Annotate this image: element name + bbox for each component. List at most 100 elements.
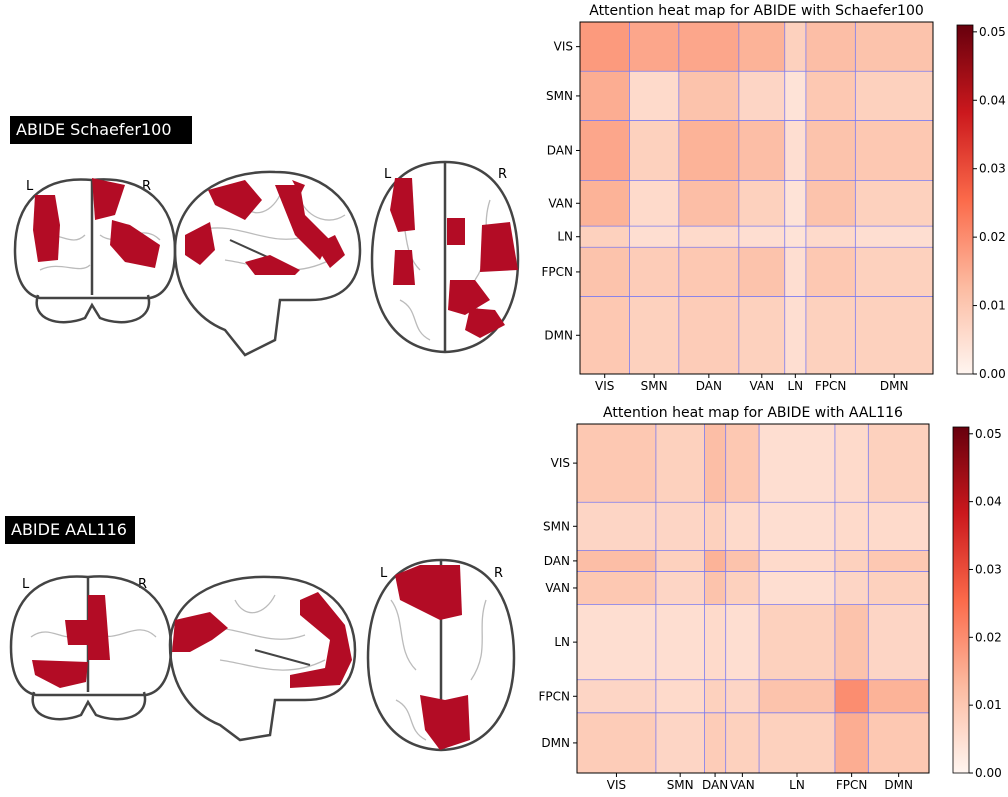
y-tick-label: SMN	[546, 89, 573, 103]
heat-cell	[704, 424, 725, 502]
heat-cell	[868, 571, 929, 604]
heat-cell	[704, 502, 725, 550]
heat-cell	[855, 180, 933, 226]
sagittal-view	[175, 172, 360, 355]
x-tick-label: DAN	[696, 379, 722, 393]
y-tick-label: VAN	[545, 581, 570, 595]
heat-cell	[806, 121, 855, 181]
x-tick-label: DMN	[880, 379, 909, 393]
heat-cell	[739, 297, 785, 374]
heat-cell	[759, 605, 835, 680]
heat-cell	[855, 71, 933, 120]
heat-cell	[704, 550, 725, 571]
heat-cell	[806, 226, 855, 247]
chart-title: Attention heat map for ABIDE with AAL116	[603, 405, 903, 421]
heat-cell	[704, 680, 725, 713]
heat-cell	[726, 713, 759, 773]
coronal-view	[11, 576, 171, 719]
heat-cell	[806, 180, 855, 226]
heat-cell	[806, 247, 855, 296]
heat-cell	[580, 297, 629, 374]
heat-cell	[704, 605, 725, 680]
panel-label: ABIDE AAL116	[11, 520, 127, 539]
heat-cell	[577, 571, 656, 604]
heat-cell	[785, 297, 806, 374]
heat-cell	[855, 226, 933, 247]
heat-cell	[577, 680, 656, 713]
heat-cell	[806, 297, 855, 374]
brain-panel: ABIDE AAL116 L R L R	[5, 516, 514, 750]
heat-cell	[785, 22, 806, 71]
heat-cell	[656, 680, 705, 713]
y-tick-label: VIS	[554, 40, 573, 54]
heat-cell	[679, 121, 739, 181]
heat-cell	[577, 424, 656, 502]
x-tick-label: DMN	[884, 778, 913, 792]
heat-cell	[855, 247, 933, 296]
heat-cell	[629, 121, 678, 181]
colorbar-tick-label: 0.03	[979, 162, 1006, 176]
heat-cell	[785, 180, 806, 226]
colorbar-tick-label: 0.03	[975, 562, 1002, 576]
heat-cell	[726, 424, 759, 502]
heat-cell	[759, 680, 835, 713]
y-tick-label: DAN	[544, 554, 570, 568]
orientation-label: L	[22, 577, 30, 592]
heat-cell	[835, 680, 868, 713]
heat-cell	[785, 226, 806, 247]
heat-cell	[726, 571, 759, 604]
heat-cell	[759, 571, 835, 604]
colorbar-tick-label: 0.02	[979, 230, 1006, 244]
heat-cell	[855, 22, 933, 71]
heat-cell	[704, 713, 725, 773]
x-tick-label: SMN	[641, 379, 668, 393]
heat-cell	[629, 180, 678, 226]
heat-cell	[656, 713, 705, 773]
heat-cell	[835, 502, 868, 550]
heat-cell	[855, 121, 933, 181]
heat-cell	[739, 22, 785, 71]
colorbar-tick-label: 0.02	[975, 630, 1002, 644]
colorbar	[953, 427, 969, 773]
axial-view	[368, 560, 514, 750]
heat-cell	[704, 571, 725, 604]
heat-cell	[577, 605, 656, 680]
y-tick-label: DAN	[547, 143, 573, 157]
heat-cell	[629, 297, 678, 374]
heat-cell	[656, 605, 705, 680]
x-tick-label: VAN	[749, 379, 774, 393]
heat-cell	[835, 424, 868, 502]
y-tick-label: VIS	[551, 456, 570, 470]
colorbar-tick-label: 0.04	[975, 495, 1002, 509]
heat-cell	[835, 605, 868, 680]
heat-cell	[726, 550, 759, 571]
heat-cell	[629, 71, 678, 120]
x-tick-label: VIS	[595, 379, 614, 393]
colorbar-tick-label: 0.00	[975, 766, 1002, 780]
orientation-label: L	[26, 179, 34, 194]
y-tick-label: SMN	[543, 519, 570, 533]
heat-cell	[739, 247, 785, 296]
heat-cell	[629, 22, 678, 71]
heat-cell	[739, 180, 785, 226]
heat-cell	[785, 247, 806, 296]
y-tick-label: FPCN	[539, 689, 571, 703]
heat-cell	[656, 550, 705, 571]
heat-cell	[577, 713, 656, 773]
colorbar-tick-label: 0.05	[979, 25, 1006, 39]
orientation-label: R	[494, 566, 503, 581]
heat-cell	[855, 297, 933, 374]
heat-cell	[868, 605, 929, 680]
heat-cell	[868, 680, 929, 713]
x-tick-label: FPCN	[836, 778, 868, 792]
brain-panel: ABIDE Schaefer100 L R L R	[10, 116, 518, 355]
y-tick-label: VAN	[548, 196, 573, 210]
axial-view	[372, 162, 518, 352]
heat-cell	[739, 121, 785, 181]
heat-cell	[759, 502, 835, 550]
colorbar-tick-label: 0.01	[979, 299, 1006, 313]
heat-cell	[580, 22, 629, 71]
sagittal-view	[170, 577, 355, 740]
orientation-label: L	[384, 167, 392, 182]
x-tick-label: LN	[789, 778, 805, 792]
